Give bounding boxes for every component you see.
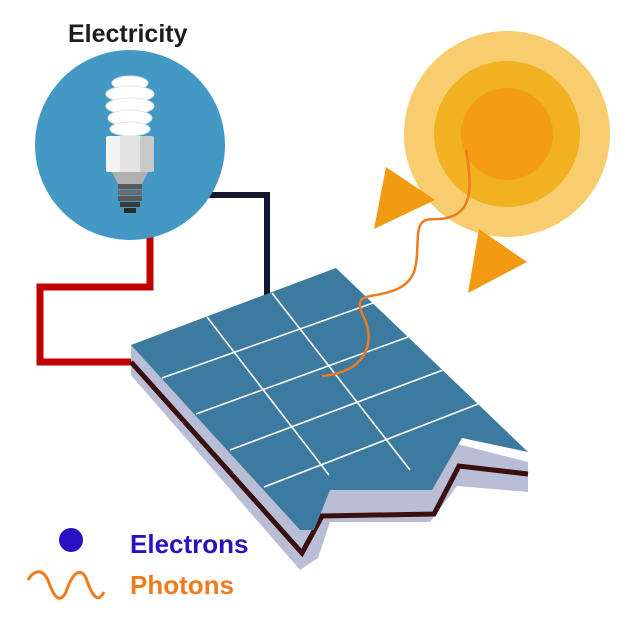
- solar-panel-icon: [129, 268, 529, 570]
- sun-icon: [404, 31, 610, 237]
- bulb-neck: [112, 172, 148, 184]
- sun-core: [461, 88, 553, 180]
- positive-wire: [36, 234, 154, 366]
- bulb-spiral: [105, 75, 155, 137]
- photon-arrow-right: [468, 229, 527, 293]
- lightbulb-icon: [35, 50, 225, 240]
- legend-electrons-label: Electrons: [130, 529, 249, 559]
- panel-grid: [161, 292, 479, 488]
- legend-photons-label: Photons: [130, 570, 234, 600]
- negative-wire: [204, 192, 270, 296]
- panel-dark-layer: [129, 360, 529, 558]
- bulb-screw: [118, 184, 142, 213]
- panel-face: [131, 268, 528, 530]
- diagram-title: Electricity: [68, 20, 188, 48]
- electron-dot-icon: [59, 528, 83, 552]
- photon-path: [321, 149, 471, 378]
- photon-wave-icon: [26, 570, 106, 600]
- photon-arrow-left: [374, 167, 435, 229]
